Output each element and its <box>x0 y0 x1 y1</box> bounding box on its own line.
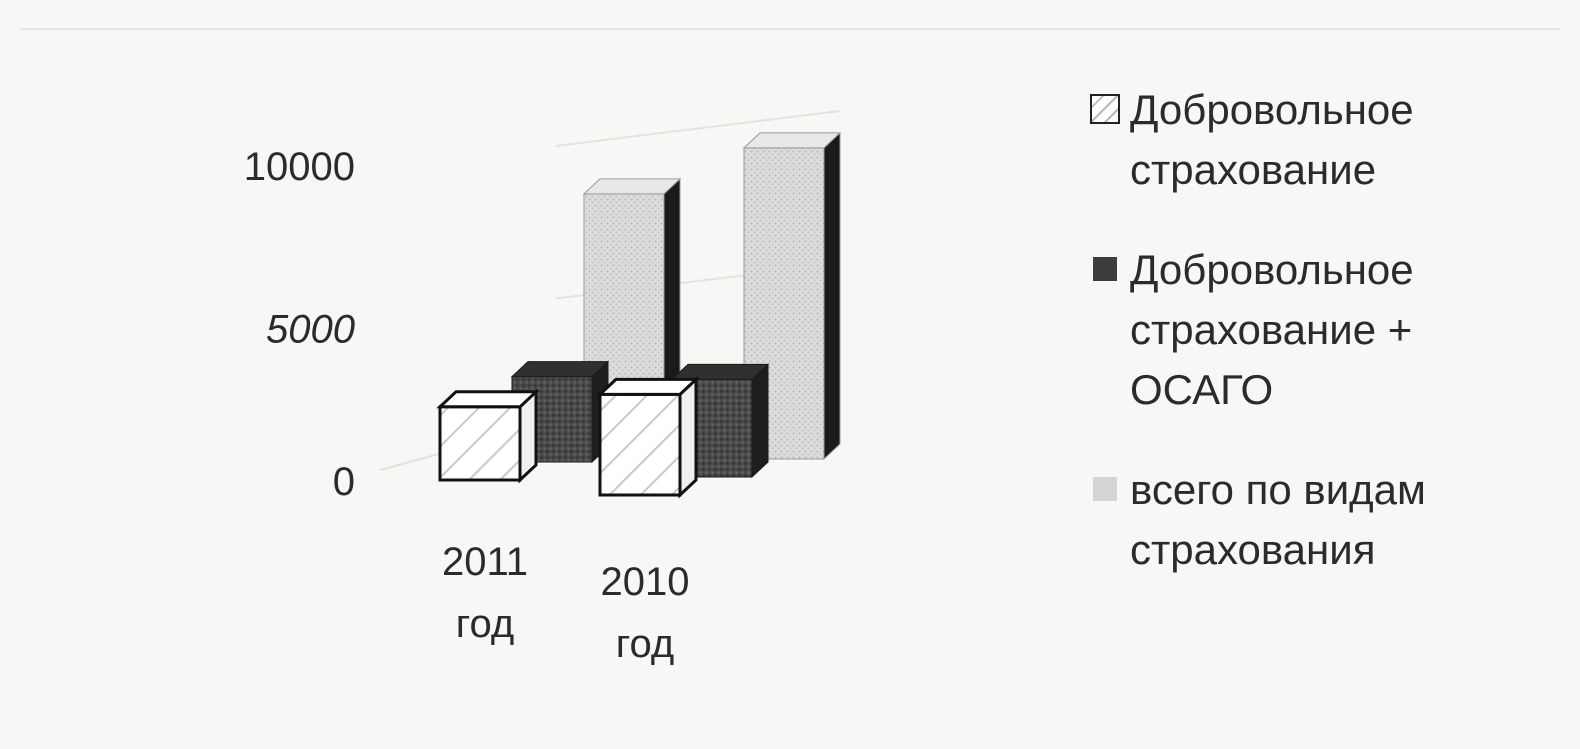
x-tick-label: 2011 <box>442 540 528 584</box>
bar-total-side <box>823 131 841 461</box>
bar-voluntary-side <box>678 375 698 499</box>
legend-label-voluntary-osago: Добровольное страхование + ОСАГО <box>1130 246 1414 413</box>
bar-voluntary-0 <box>436 388 540 484</box>
gridline-2 <box>555 110 841 147</box>
legend-label-total: всего по видам страхования <box>1130 466 1426 573</box>
y-tick-label: 5000 <box>266 308 355 352</box>
x-tick-label: 2010 <box>601 560 690 604</box>
bar-total-0 <box>582 177 682 446</box>
legend-item-voluntary: Добровольное страхование <box>1090 80 1560 200</box>
chart-svg: 10000 5000 0 2011 год 2010 год <box>244 110 842 666</box>
legend-swatch-total <box>1093 477 1117 501</box>
bar-total-top <box>742 132 842 149</box>
legend-item-total: всего по видам страхования <box>1090 460 1560 580</box>
legend-swatch-voluntary-osago <box>1093 257 1117 281</box>
legend-label-voluntary: Добровольное страхование <box>1130 86 1414 193</box>
bar-voluntary-osago-top <box>510 361 610 378</box>
bar-voluntary-top <box>436 390 540 409</box>
bar-voluntary-osago-top <box>670 363 770 380</box>
top-rule <box>20 28 1560 30</box>
y-tick-label: 10000 <box>244 145 355 189</box>
bar-voluntary-1 <box>596 375 700 499</box>
bar-voluntary-front <box>438 405 522 482</box>
y-tick-label: 0 <box>333 460 355 504</box>
legend-item-voluntary-osago: Добровольное страхование + ОСАГО <box>1090 240 1560 420</box>
x-tick-label: год <box>616 622 674 666</box>
legend-swatch-voluntary <box>1090 94 1120 124</box>
bar-total-top <box>582 178 682 195</box>
bar-voluntary-top <box>596 377 700 396</box>
legend: Добровольное страхование Добровольное ст… <box>1090 80 1560 620</box>
x-tick-label: год <box>456 602 514 646</box>
chart-area: 10000 5000 0 2011 год 2010 год <box>244 110 842 666</box>
bar-voluntary-osago-side <box>751 363 769 479</box>
bar-voluntary-front <box>598 392 682 497</box>
